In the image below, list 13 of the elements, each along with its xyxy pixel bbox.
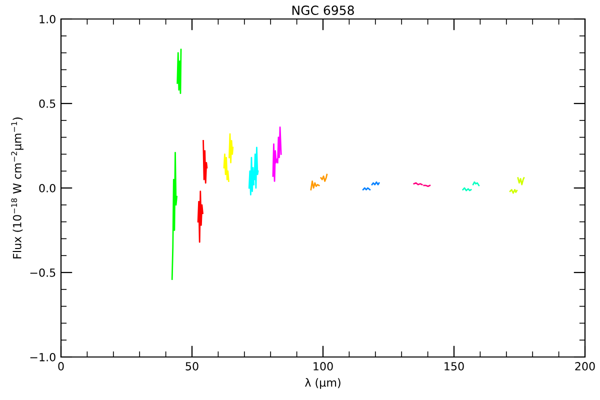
y-tick-label: −1.0 [30,352,56,362]
x-axis-title: λ (μm) [304,378,340,389]
chart-title: NGC 6958 [292,6,354,16]
y-tick-label: 0.0 [39,184,56,192]
y-tick-label: 1.0 [40,14,56,24]
x-tick-label: 200 [575,362,595,370]
x-tick-label: 100 [314,362,333,370]
x-tick-label: 150 [444,362,464,370]
y-tick-label: 0.5 [39,99,56,108]
x-tick-label: 0 [58,362,64,370]
y-tick-label: −0.5 [30,268,56,277]
y-axis-title: Flux (10$^{−18}$ W cm$^{−2}$μm$^{−1}$) [11,118,24,258]
x-tick-label: 50 [186,362,198,370]
